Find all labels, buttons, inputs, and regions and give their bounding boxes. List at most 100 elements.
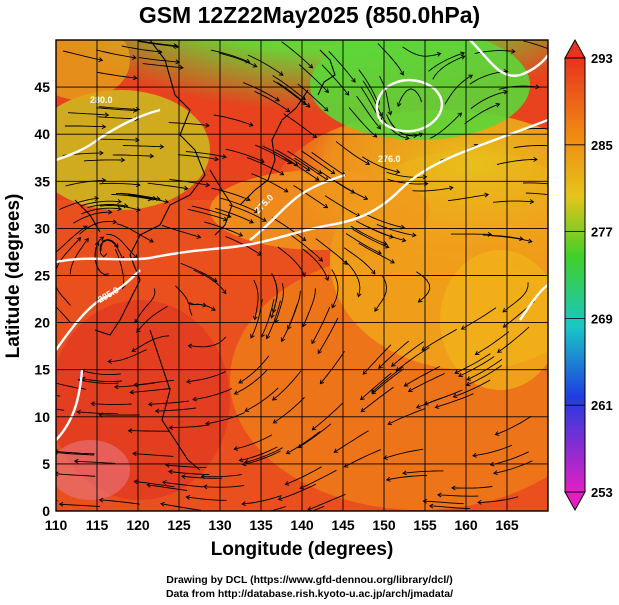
streamline-arrowhead (360, 395, 365, 401)
streamline-arrowhead (317, 169, 323, 174)
streamline-arrowhead (318, 257, 324, 262)
y-tick-label: 15 (34, 362, 50, 378)
streamline-arrowhead (147, 401, 153, 407)
plot-frame (55, 39, 549, 512)
streamline (466, 358, 503, 381)
streamline (348, 107, 377, 138)
streamline-arrowhead (449, 185, 454, 191)
streamline-arrowhead (422, 498, 428, 504)
streamline-arrowhead (99, 236, 105, 241)
streamline-arrowhead (301, 272, 306, 278)
streamline (496, 158, 538, 166)
colorbar-tick-labels: 293 285 277 269 261 253 (565, 51, 613, 500)
streamline (495, 415, 532, 436)
streamline (366, 214, 405, 229)
streamline-arrowhead (308, 63, 314, 69)
streamline (333, 430, 369, 453)
streamline (343, 247, 376, 275)
credit-drawing: Drawing by DCL (https://www.gfd-dennou.o… (166, 574, 453, 586)
streamline-arrowhead (468, 74, 474, 80)
streamline (80, 200, 122, 207)
streamline-arrowhead (527, 238, 533, 244)
streamline (388, 119, 423, 137)
streamline-arrowhead (101, 124, 107, 130)
streamline (321, 64, 350, 96)
streamline-arrowhead (238, 379, 243, 384)
streamline (242, 82, 280, 102)
x-tick-labels: 110 115 120 125 130 135 140 145 150 155 160 165 (45, 517, 519, 533)
streamline-arrowhead (107, 359, 112, 364)
streamline-arrowhead (317, 349, 322, 355)
streamline-arrowhead (279, 170, 285, 176)
streamline-arrowhead (415, 404, 421, 409)
streamline (83, 159, 125, 162)
streamline (383, 448, 424, 459)
streamline-arrowhead (133, 382, 138, 388)
streamline-arrowhead (331, 303, 336, 309)
streamline-arrowhead (411, 232, 417, 238)
streamline (386, 171, 427, 178)
streamline-arrowhead (494, 431, 500, 436)
x-tick-label: 120 (126, 517, 150, 533)
streamline (273, 396, 305, 424)
streamline-arrowhead (474, 350, 480, 356)
streamline (56, 225, 88, 253)
streamline (191, 205, 231, 218)
streamline (345, 233, 382, 255)
streamline-arrowhead (417, 298, 423, 303)
streamline (96, 49, 136, 59)
streamline-arrowhead (271, 308, 277, 314)
y-tick-label: 30 (34, 220, 50, 236)
streamline-arrowhead (117, 206, 123, 212)
streamline-arrowhead (502, 307, 508, 313)
streamline (122, 144, 164, 148)
streamline (475, 331, 510, 355)
streamline-arrowhead (305, 103, 311, 108)
streamline-arrowhead (454, 369, 460, 375)
y-tick-label: 35 (34, 173, 50, 189)
streamline (130, 388, 171, 393)
streamline (470, 91, 508, 109)
streamline (412, 187, 453, 192)
streamline (81, 377, 122, 382)
colorbar-bottom-arrow (564, 491, 586, 512)
streamline-arrowhead (133, 479, 138, 485)
streamline (335, 141, 370, 165)
colorbar-top-arrow (564, 38, 586, 59)
streamline (285, 466, 322, 485)
streamline (525, 192, 548, 196)
streamline (111, 194, 152, 200)
streamline-arrowhead (265, 334, 271, 340)
streamline (497, 326, 530, 353)
streamline-arrowhead (133, 75, 138, 81)
streamline (97, 116, 139, 120)
streamline-arrowhead (94, 196, 100, 202)
streamline-arrowhead (135, 137, 140, 143)
streamline-arrowhead (465, 381, 471, 387)
streamline (108, 349, 147, 363)
streamline (466, 365, 502, 386)
streamline (526, 128, 548, 130)
streamline-arrowhead (297, 443, 303, 449)
streamline-arrowhead (149, 238, 154, 243)
streamline (65, 179, 106, 187)
streamline (81, 207, 122, 215)
streamline-arrowhead (205, 420, 210, 426)
streamline (203, 485, 245, 488)
streamline (168, 122, 210, 127)
streamline (239, 446, 278, 461)
streamline-arrowhead (422, 174, 428, 180)
streamline-arrowhead (56, 471, 59, 477)
streamline (56, 451, 95, 455)
streamline (147, 484, 188, 491)
streamline (234, 369, 268, 395)
contour-label: 276.0 (378, 154, 401, 164)
streamline-arrowhead (187, 343, 193, 349)
streamline (454, 353, 491, 374)
streamline (294, 157, 329, 181)
streamline (98, 106, 140, 110)
streamline (451, 486, 493, 489)
streamline (421, 328, 457, 351)
streamline (435, 393, 474, 408)
streamline (490, 451, 529, 466)
